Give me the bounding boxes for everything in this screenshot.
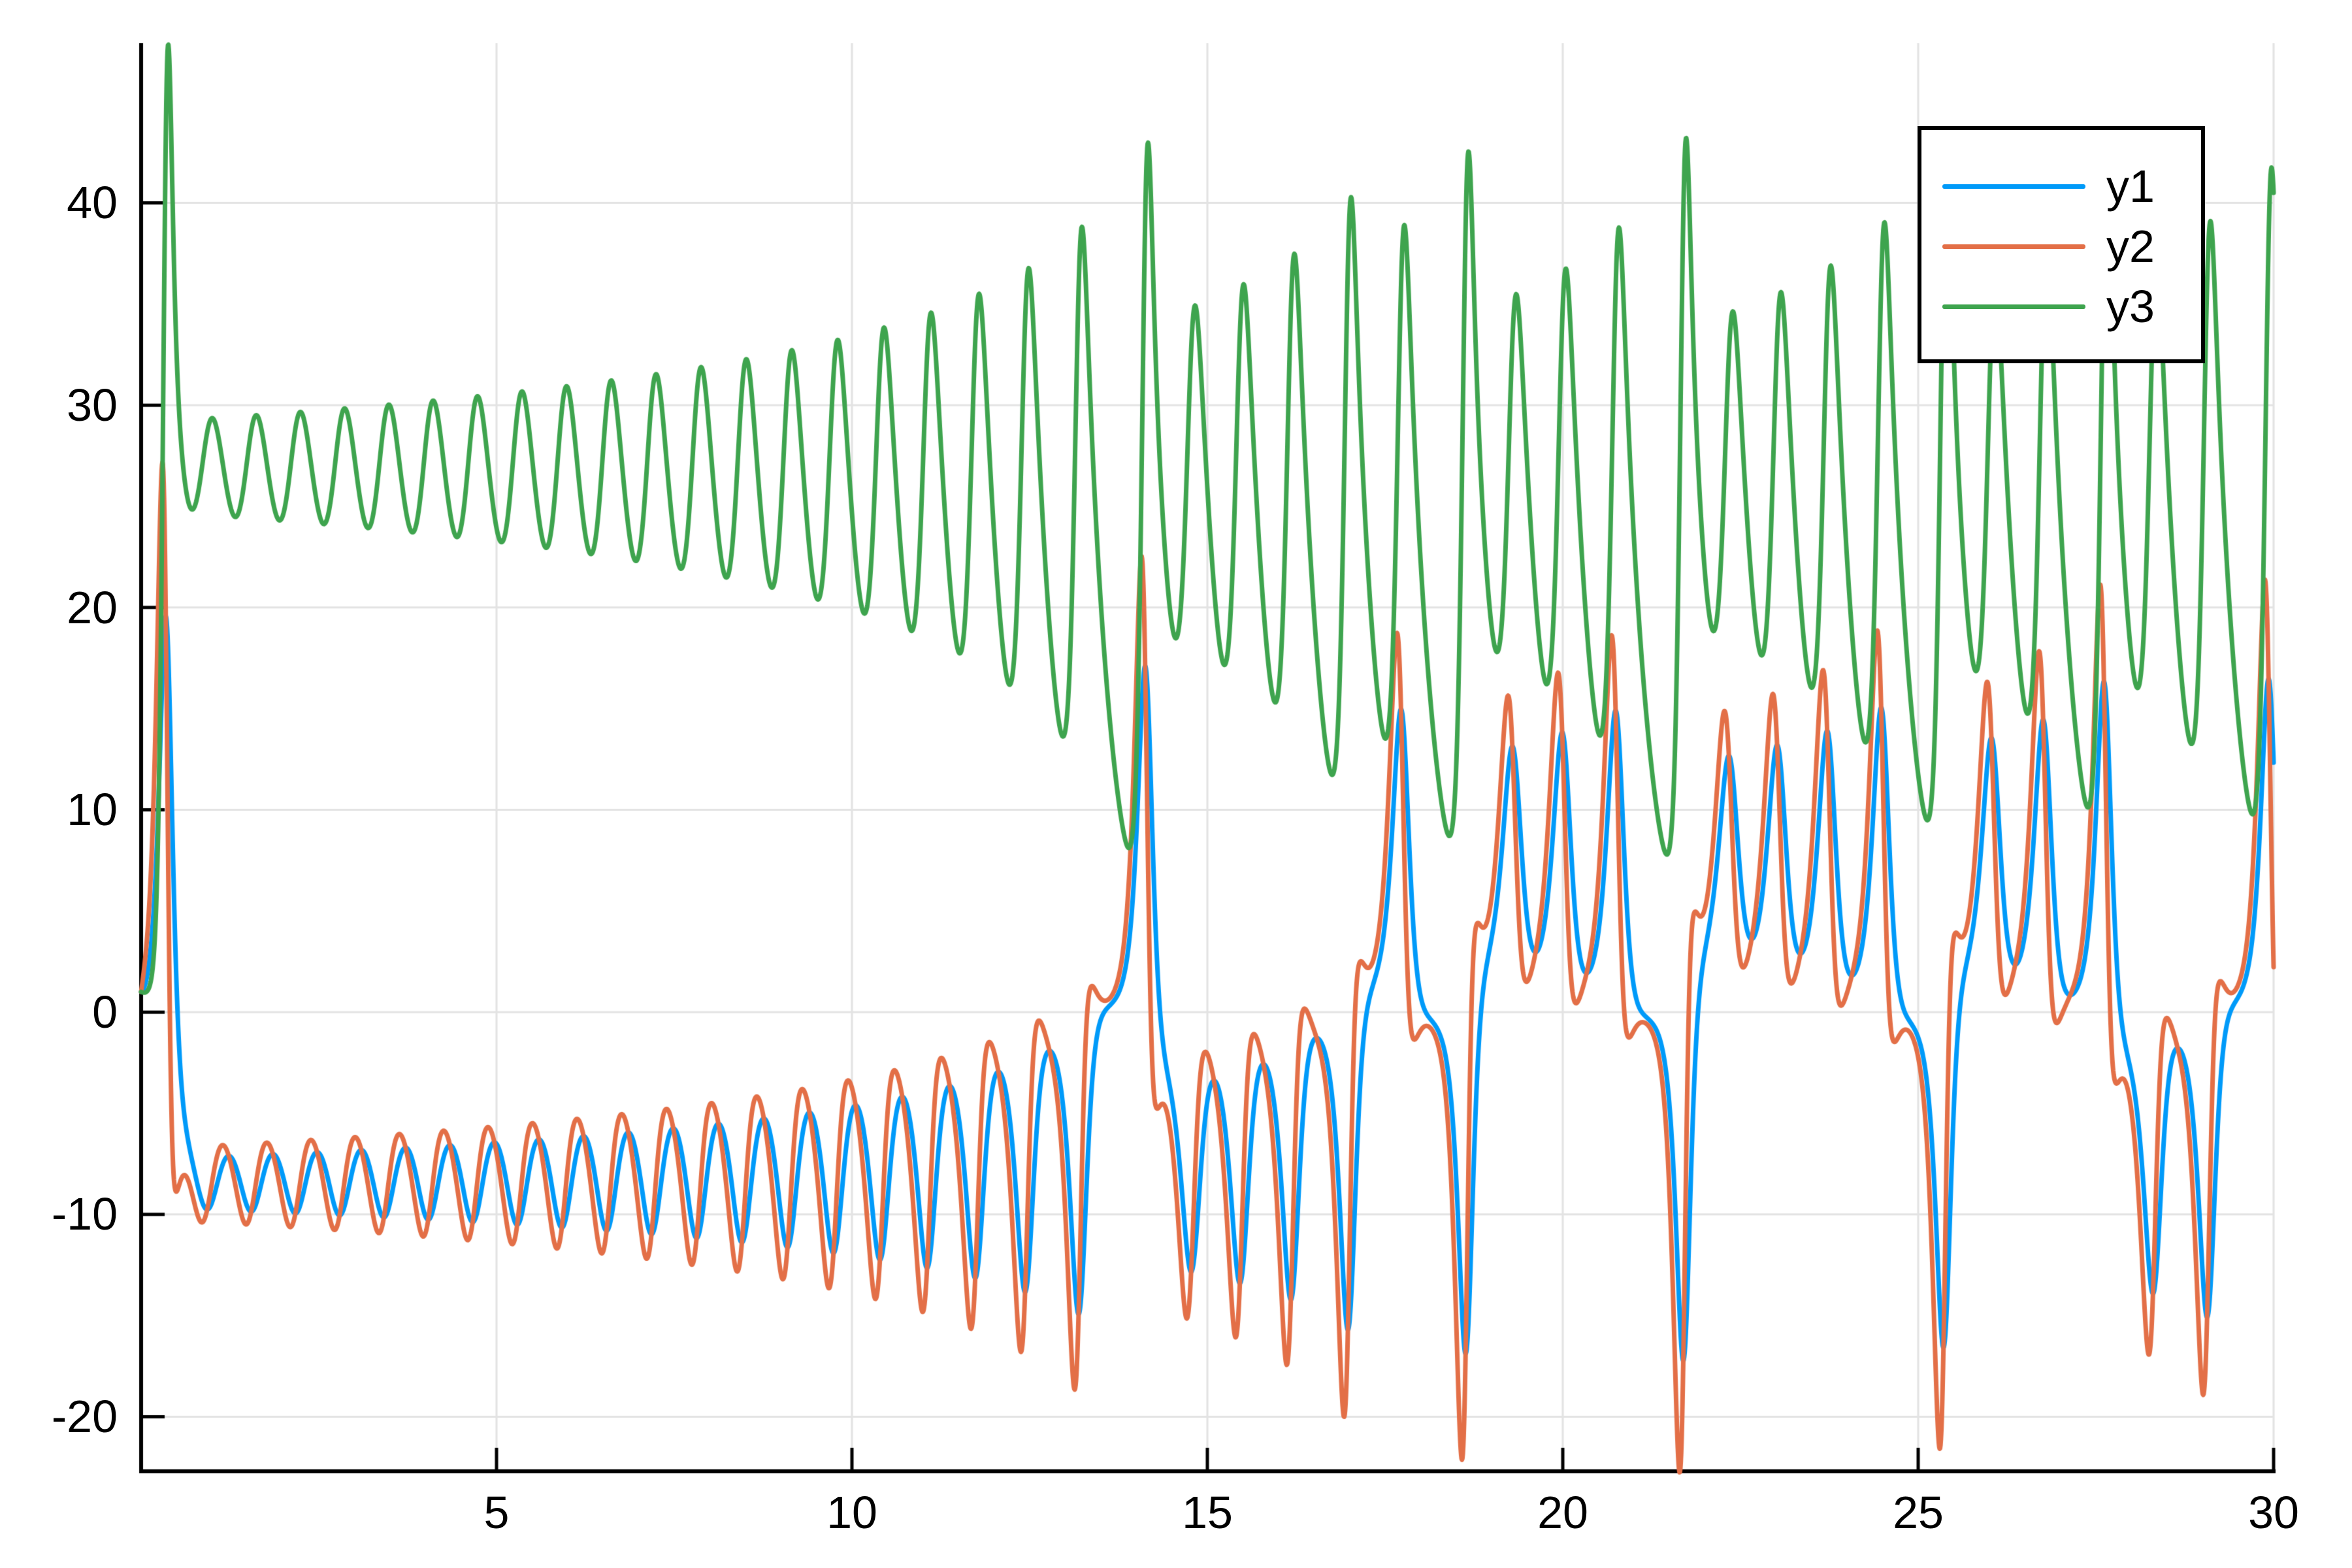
x-tick-label-30: 30: [2248, 1487, 2299, 1538]
y-tick-label-40: 40: [67, 177, 118, 228]
legend-entry-y1: y1: [1921, 156, 2201, 216]
x-tick-label-20: 20: [1537, 1487, 1588, 1538]
y-tick-label-30: 30: [67, 380, 118, 431]
x-tick-label-25: 25: [1893, 1487, 1944, 1538]
legend-line-sample-y3: [1942, 304, 2085, 309]
legend-label-y1: y1: [2106, 161, 2155, 212]
legend-entry-y2: y2: [1921, 216, 2201, 276]
x-tick-label-15: 15: [1182, 1487, 1233, 1538]
legend-entry-y3: y3: [1921, 276, 2201, 336]
y-tick-label-0: 0: [92, 987, 118, 1037]
legend-label-y3: y3: [2106, 281, 2155, 332]
y-tick-label-20: 20: [67, 582, 118, 633]
legend: y1 y2 y3: [1918, 126, 2205, 363]
x-tick-label-10: 10: [826, 1487, 877, 1538]
legend-label-y2: y2: [2106, 221, 2155, 272]
legend-line-sample-y1: [1942, 184, 2085, 189]
legend-line-sample-y2: [1942, 244, 2085, 249]
y-tick-label-neg10: -10: [51, 1188, 118, 1239]
x-tick-label-5: 5: [483, 1487, 510, 1538]
y-tick-label-10: 10: [67, 784, 118, 835]
y-tick-label-neg20: -20: [51, 1391, 118, 1442]
